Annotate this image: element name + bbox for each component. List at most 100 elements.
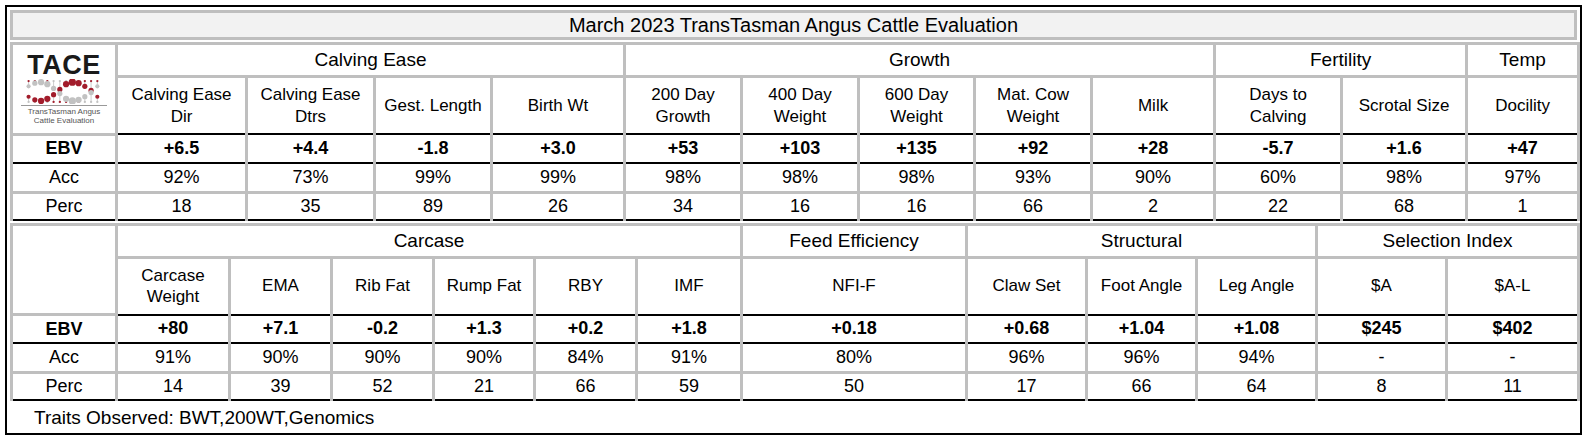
perc-row-1: Perc 18 35 89 26 34 16 16 66 2 22 68 1: [12, 192, 1579, 220]
row-label-ebv: EBV: [12, 134, 117, 163]
row-label-ebv: EBV: [12, 315, 117, 344]
perc-value: 21: [434, 373, 535, 401]
perc-value: 18: [117, 192, 247, 220]
perc-value: 16: [859, 192, 975, 220]
tace-logo: TACE TransTasman Angus Cattle Evaluation: [12, 44, 117, 135]
perc-value: 17: [967, 373, 1087, 401]
acc-value: 90%: [230, 343, 332, 373]
tace-logo-subtitle-line2: Cattle Evaluation: [21, 116, 107, 126]
col-header-calving-ease-dtrs: Calving Ease Dtrs: [247, 77, 375, 135]
col-header-400-day-weight: 400 Day Weight: [742, 77, 859, 135]
ebv-row-1: EBV +6.5 +4.4 -1.8 +3.0 +53 +103 +135 +9…: [12, 134, 1579, 163]
col-header-mat-cow-weight: Mat. Cow Weight: [975, 77, 1092, 135]
acc-row-2: Acc 91% 90% 90% 90% 84% 91% 80% 96% 96% …: [12, 343, 1579, 373]
col-header-carcase-weight: Carcase Weight: [117, 257, 230, 315]
perc-value: 11: [1447, 373, 1579, 401]
acc-value: -: [1447, 343, 1579, 373]
acc-value: 84%: [535, 343, 637, 373]
perc-value: 14: [117, 373, 230, 401]
row-label-acc: Acc: [12, 163, 117, 193]
col-header-nfi-f: NFI-F: [742, 257, 967, 315]
ebv-value: +1.8: [637, 315, 742, 344]
acc-value: 94%: [1197, 343, 1317, 373]
ebv-value: -5.7: [1215, 134, 1342, 163]
acc-value: 91%: [637, 343, 742, 373]
acc-value: 98%: [625, 163, 742, 193]
row-label-perc: Perc: [12, 192, 117, 220]
acc-value: 73%: [247, 163, 375, 193]
ebv-value: +0.18: [742, 315, 967, 344]
ebv-value: +1.08: [1197, 315, 1317, 344]
col-header-birth-wt: Birth Wt: [492, 77, 625, 135]
ebv-value: +28: [1092, 134, 1215, 163]
perc-value: 89: [375, 192, 492, 220]
acc-value: 90%: [332, 343, 434, 373]
perc-value: 8: [1317, 373, 1447, 401]
acc-value: 97%: [1467, 163, 1579, 193]
perc-value: 68: [1342, 192, 1467, 220]
ebv-value: +1.6: [1342, 134, 1467, 163]
col-header-dollar-a-l: $A-L: [1447, 257, 1579, 315]
group-header-row-1: TACE TransTasman Angus Cattle Evaluation…: [12, 44, 1579, 77]
col-header-200-day-growth: 200 Day Growth: [625, 77, 742, 135]
acc-value: 91%: [117, 343, 230, 373]
col-header-gest-length: Gest. Length: [375, 77, 492, 135]
acc-value: 92%: [117, 163, 247, 193]
row-label-perc: Perc: [12, 373, 117, 401]
group-header-row-2: Carcase Feed Efficiency Structural Selec…: [12, 224, 1579, 257]
tace-logo-acronym: TACE: [17, 52, 111, 79]
perc-value: 59: [637, 373, 742, 401]
acc-row-1: Acc 92% 73% 99% 99% 98% 98% 98% 93% 90% …: [12, 163, 1579, 193]
group-header-calving-ease: Calving Ease: [117, 44, 625, 77]
col-header-calving-ease-dir: Calving Ease Dir: [117, 77, 247, 135]
acc-value: 98%: [1342, 163, 1467, 193]
ebv-value: -0.2: [332, 315, 434, 344]
ebv-value: +80: [117, 315, 230, 344]
perc-value: 16: [742, 192, 859, 220]
perc-row-2: Perc 14 39 52 21 66 59 50 17 66 64 8 11: [12, 373, 1579, 401]
col-header-days-to-calving: Days to Calving: [1215, 77, 1342, 135]
ebv-value: +0.2: [535, 315, 637, 344]
ebv-value: +1.3: [434, 315, 535, 344]
ebv-value: +103: [742, 134, 859, 163]
perc-value: 50: [742, 373, 967, 401]
acc-value: -: [1317, 343, 1447, 373]
col-header-rby: RBY: [535, 257, 637, 315]
ebv-value: +47: [1467, 134, 1579, 163]
acc-value: 98%: [859, 163, 975, 193]
row-label-acc: Acc: [12, 343, 117, 373]
group-header-structural: Structural: [967, 224, 1317, 257]
perc-value: 34: [625, 192, 742, 220]
traits-observed-note: Traits Observed: BWT,200WT,Genomics: [10, 401, 1577, 431]
ebv-row-2: EBV +80 +7.1 -0.2 +1.3 +0.2 +1.8 +0.18 +…: [12, 315, 1579, 344]
acc-value: 99%: [492, 163, 625, 193]
ebv-value: +135: [859, 134, 975, 163]
group-header-feed-efficiency: Feed Efficiency: [742, 224, 967, 257]
perc-value: 26: [492, 192, 625, 220]
ebv-value: +1.04: [1087, 315, 1197, 344]
page-title: March 2023 TransTasman Angus Cattle Eval…: [10, 10, 1577, 40]
group-header-temp: Temp: [1467, 44, 1579, 77]
acc-value: 98%: [742, 163, 859, 193]
perc-value: 64: [1197, 373, 1317, 401]
ebv-value: +7.1: [230, 315, 332, 344]
empty-label-cell: [12, 224, 117, 315]
ebv-value: +53: [625, 134, 742, 163]
col-header-docility: Docility: [1467, 77, 1579, 135]
tace-logo-subtitle: TransTasman Angus Cattle Evaluation: [21, 105, 107, 126]
acc-value: 99%: [375, 163, 492, 193]
acc-value: 96%: [967, 343, 1087, 373]
col-header-foot-angle: Foot Angle: [1087, 257, 1197, 315]
ebv-value: +4.4: [247, 134, 375, 163]
ebv-value: +0.68: [967, 315, 1087, 344]
ebv-value: $402: [1447, 315, 1579, 344]
perc-value: 1: [1467, 192, 1579, 220]
col-header-dollar-a: $A: [1317, 257, 1447, 315]
perc-value: 22: [1215, 192, 1342, 220]
col-header-ema: EMA: [230, 257, 332, 315]
perc-value: 35: [247, 192, 375, 220]
group-header-selection-index: Selection Index: [1317, 224, 1579, 257]
acc-value: 93%: [975, 163, 1092, 193]
ebv-value: $245: [1317, 315, 1447, 344]
group-header-carcase: Carcase: [117, 224, 742, 257]
